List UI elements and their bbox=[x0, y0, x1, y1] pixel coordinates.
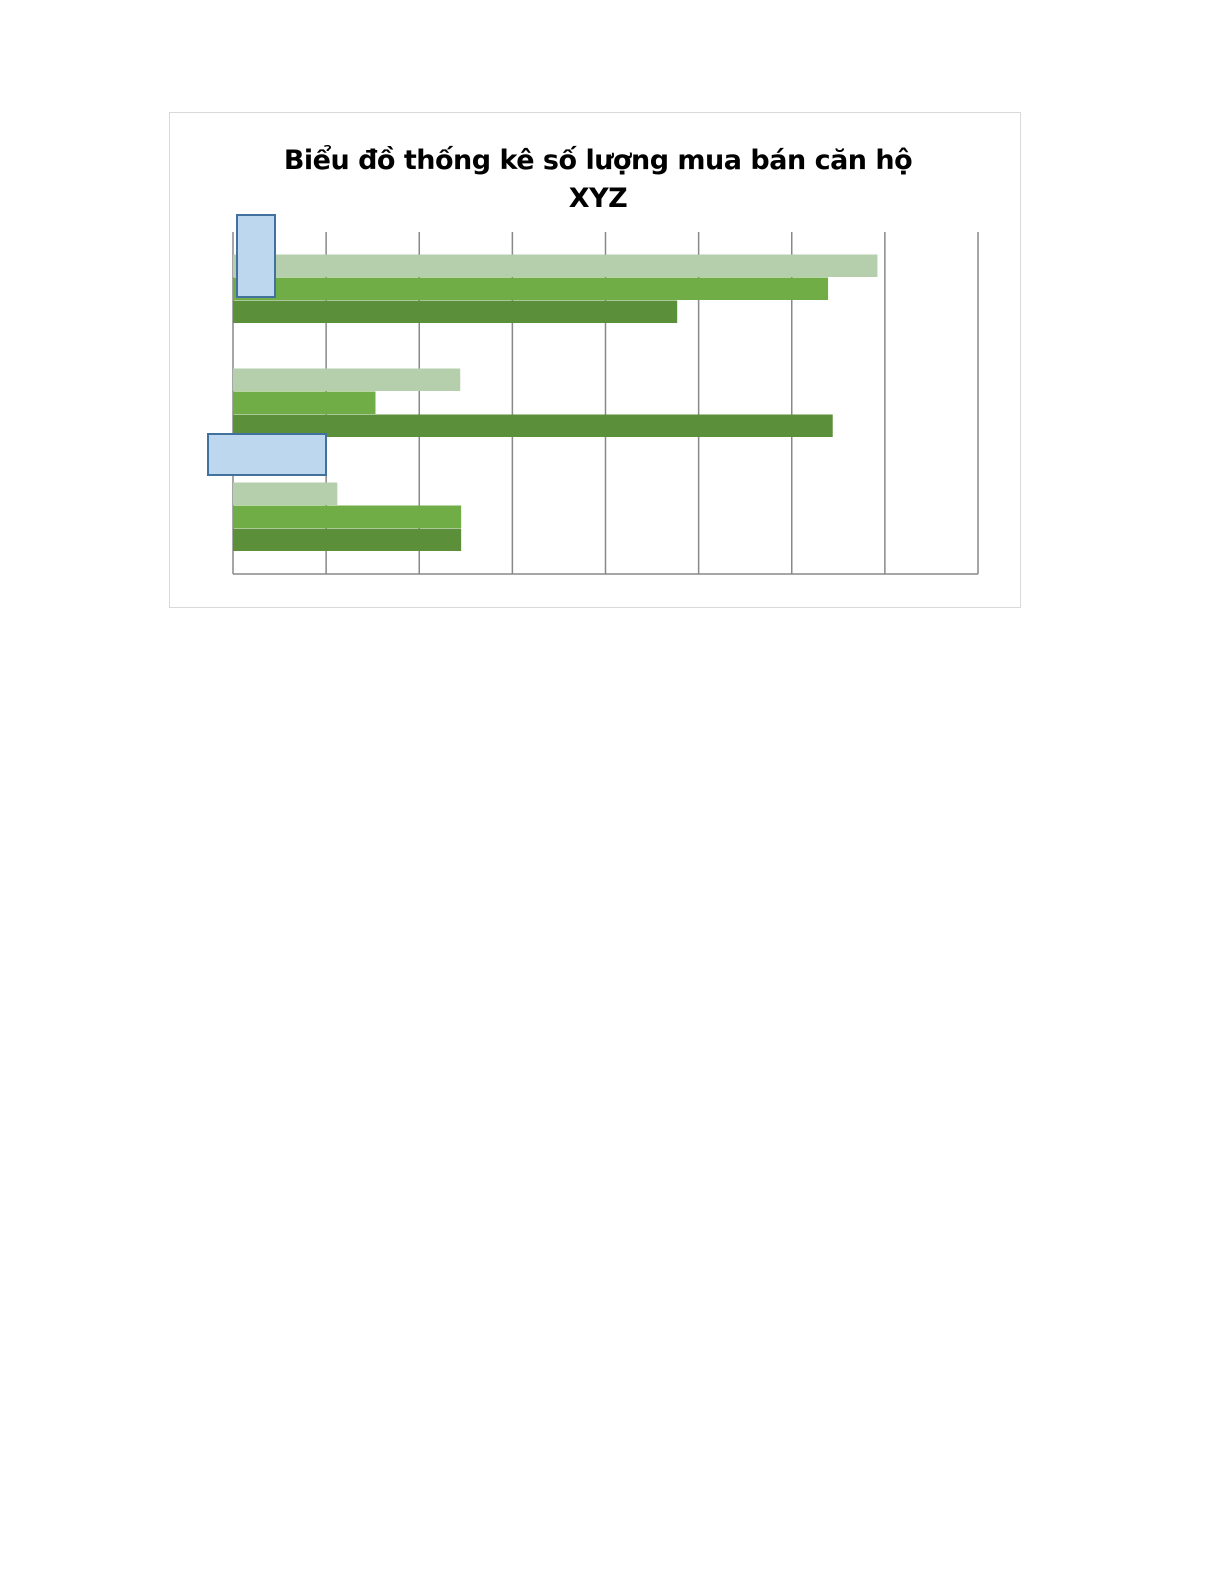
bar bbox=[233, 277, 829, 300]
overlay-textbox-middle[interactable] bbox=[207, 433, 327, 476]
bar bbox=[233, 505, 462, 528]
bar bbox=[233, 414, 833, 437]
bar bbox=[233, 254, 878, 277]
bar bbox=[233, 528, 462, 551]
overlay-textbox-top[interactable] bbox=[236, 214, 276, 298]
bar bbox=[233, 300, 678, 323]
chart-title-line-2: XYZ bbox=[568, 183, 628, 214]
chart-title-line-1: Biểu đồ thống kê số lượng mua bán căn hộ bbox=[283, 145, 913, 176]
bar-chart-plot bbox=[232, 232, 979, 575]
bar bbox=[233, 391, 376, 414]
bar bbox=[233, 368, 461, 391]
bar bbox=[233, 482, 338, 505]
chart-area bbox=[169, 112, 1021, 608]
chart-title: Biểu đồ thống kê số lượng mua bán căn hộ… bbox=[169, 142, 1027, 218]
